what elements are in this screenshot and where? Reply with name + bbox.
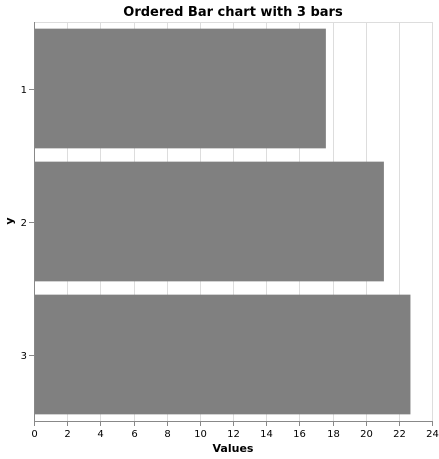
bar bbox=[34, 295, 410, 415]
y-tick-label: 3 bbox=[21, 351, 27, 362]
x-tick-label: 12 bbox=[227, 429, 240, 440]
x-tick-label: 24 bbox=[426, 429, 439, 440]
y-axis-title: y bbox=[3, 217, 16, 224]
y-tick-label: 1 bbox=[21, 85, 27, 96]
bars bbox=[34, 29, 410, 415]
y-axis: 1 2 3 bbox=[21, 22, 35, 421]
x-tick-label: 10 bbox=[194, 429, 207, 440]
bar bbox=[34, 162, 384, 282]
x-tick-label: 20 bbox=[360, 429, 373, 440]
x-axis-title: Values bbox=[213, 442, 254, 455]
bar bbox=[34, 29, 326, 149]
x-tick-label: 22 bbox=[393, 429, 406, 440]
chart-title: Ordered Bar chart with 3 bars bbox=[123, 5, 343, 20]
x-tick-label: 4 bbox=[97, 429, 103, 440]
x-tick-label: 0 bbox=[31, 429, 37, 440]
x-tick-label: 16 bbox=[293, 429, 306, 440]
x-tick-label: 18 bbox=[327, 429, 340, 440]
x-tick-label: 6 bbox=[131, 429, 137, 440]
x-tick-label: 14 bbox=[260, 429, 273, 440]
x-tick-label: 2 bbox=[64, 429, 70, 440]
x-axis: 0 2 4 6 8 10 12 14 16 18 20 22 24 bbox=[31, 421, 439, 440]
y-tick-label: 2 bbox=[21, 218, 27, 229]
x-tick-label: 8 bbox=[164, 429, 170, 440]
